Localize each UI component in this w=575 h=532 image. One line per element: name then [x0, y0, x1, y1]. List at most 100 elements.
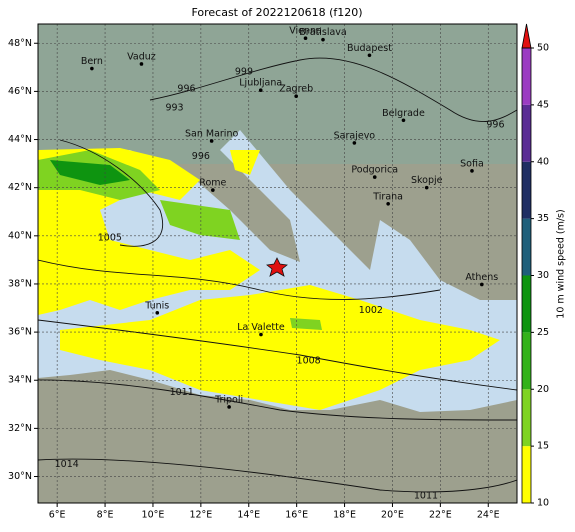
colorbar-tick-label: 50: [537, 43, 549, 54]
wind-zone: [160, 200, 240, 240]
city-dot: [401, 118, 406, 123]
city-label: Sarajevo: [334, 130, 376, 141]
isobar-label: 999: [235, 67, 253, 78]
city-label: Athens: [465, 272, 498, 283]
city-label: San Marino: [185, 128, 238, 139]
city-dot: [209, 139, 214, 143]
y-tick-label: 44°N: [8, 134, 32, 145]
x-tick-label: 8°E: [97, 510, 114, 521]
colorbar-extend: [521, 23, 532, 49]
x-tick-label: 20°E: [381, 510, 404, 521]
isobar: [38, 379, 517, 421]
city-dot: [90, 66, 94, 71]
city-label: Ljubljana: [239, 78, 282, 89]
y-tick-label: 34°N: [8, 375, 32, 386]
city-dot: [367, 53, 372, 58]
isobar: [38, 458, 517, 493]
city-dot: [479, 282, 484, 287]
isobar-label: 1011: [414, 490, 438, 501]
city-dot: [211, 188, 215, 192]
x-tick-label: 14°E: [237, 510, 260, 521]
colorbar-segment: [522, 332, 531, 390]
y-tick-label: 32°N: [8, 423, 32, 434]
colorbar: 10 15 20 25 30 35 40 45 50: [521, 23, 549, 509]
city-dot: [259, 332, 263, 337]
colorbar-segment: [522, 446, 531, 503]
city-dot: [386, 202, 390, 206]
city-label: Budapest: [347, 43, 392, 54]
colorbar-tick-label: 15: [537, 441, 549, 452]
city-label: Bratislava: [299, 27, 346, 38]
city-dot: [372, 175, 377, 179]
city-dot: [155, 311, 160, 315]
city-dot: [321, 37, 325, 42]
colorbar-segment: [522, 161, 531, 219]
x-tick-label: 22°E: [429, 510, 452, 521]
city-label: Zagreb: [279, 84, 313, 95]
y-tick-label: 40°N: [8, 230, 32, 241]
y-tick-label: 30°N: [8, 471, 32, 482]
isobar: [149, 57, 517, 122]
city-label: Tripoli: [214, 394, 243, 405]
wind-zone: [290, 318, 322, 330]
x-tick-label: 12°E: [189, 510, 212, 521]
colorbar-tick-label: 25: [537, 327, 549, 338]
y-tick-label: 36°N: [8, 327, 32, 338]
wind-zone: [230, 150, 260, 175]
isobar-label: 1005: [98, 233, 122, 244]
colorbar-tick-label: 40: [537, 156, 549, 167]
colorbar-tick-label: 10: [537, 498, 549, 509]
city-label: Vienna: [289, 26, 322, 37]
x-tick-label: 24°E: [477, 510, 500, 521]
x-tick-label: 10°E: [142, 510, 165, 521]
map-frame: [37, 23, 518, 504]
city-label: Tirana: [372, 191, 403, 202]
city-dot: [258, 88, 263, 92]
city-label: Vaduz: [127, 51, 156, 62]
isobar: [38, 259, 441, 300]
isobar: [59, 139, 164, 247]
city-label: Belgrade: [382, 108, 425, 119]
city-dot: [470, 169, 474, 173]
city-label: Bern: [81, 56, 103, 67]
city-label: Rome: [199, 178, 226, 189]
city-dot: [424, 185, 429, 190]
isobar-label: 1002: [359, 305, 383, 316]
y-tick-label: 38°N: [8, 278, 32, 289]
colorbar-segment: [522, 104, 531, 162]
city-dot: [303, 36, 308, 41]
isobar-label: 996: [486, 120, 504, 131]
colorbar-segment: [522, 389, 531, 447]
colorbar-tick-label: 20: [537, 384, 549, 395]
colorbar-tick-label: 45: [537, 99, 549, 110]
city-label: Skopje: [411, 175, 443, 186]
colorbar-tick-label: 35: [537, 213, 549, 224]
city-label: Podgorica: [351, 165, 398, 176]
city-label: Tunis: [144, 300, 169, 311]
alps-terrain: [38, 24, 517, 164]
isobar-label: 996: [192, 151, 210, 162]
city-dot: [294, 94, 298, 99]
colorbar-segment: [522, 218, 531, 276]
colorbar-segment: [522, 48, 531, 105]
isobar: [38, 319, 517, 391]
colorbar-segment: [522, 275, 531, 333]
city-dot: [227, 405, 231, 409]
isobar-label: 1008: [297, 355, 321, 366]
colorbar-label: 10 m wind speed (m/s): [556, 209, 567, 318]
isobar-label: 1014: [55, 459, 79, 470]
y-tick-label: 48°N: [8, 38, 32, 49]
isobar-label: 993: [165, 103, 183, 114]
wind-zone: [50, 160, 130, 185]
isobar-label: 1011: [170, 387, 194, 398]
city-label: La Valette: [237, 322, 285, 333]
y-tick-label: 46°N: [8, 86, 32, 97]
x-tick-label: 16°E: [285, 510, 308, 521]
wind-zone: [60, 285, 500, 410]
city-dot: [139, 62, 144, 66]
map-title: Forecast of 2022120618 (f120): [191, 6, 362, 19]
x-tick-label: 18°E: [333, 510, 356, 521]
